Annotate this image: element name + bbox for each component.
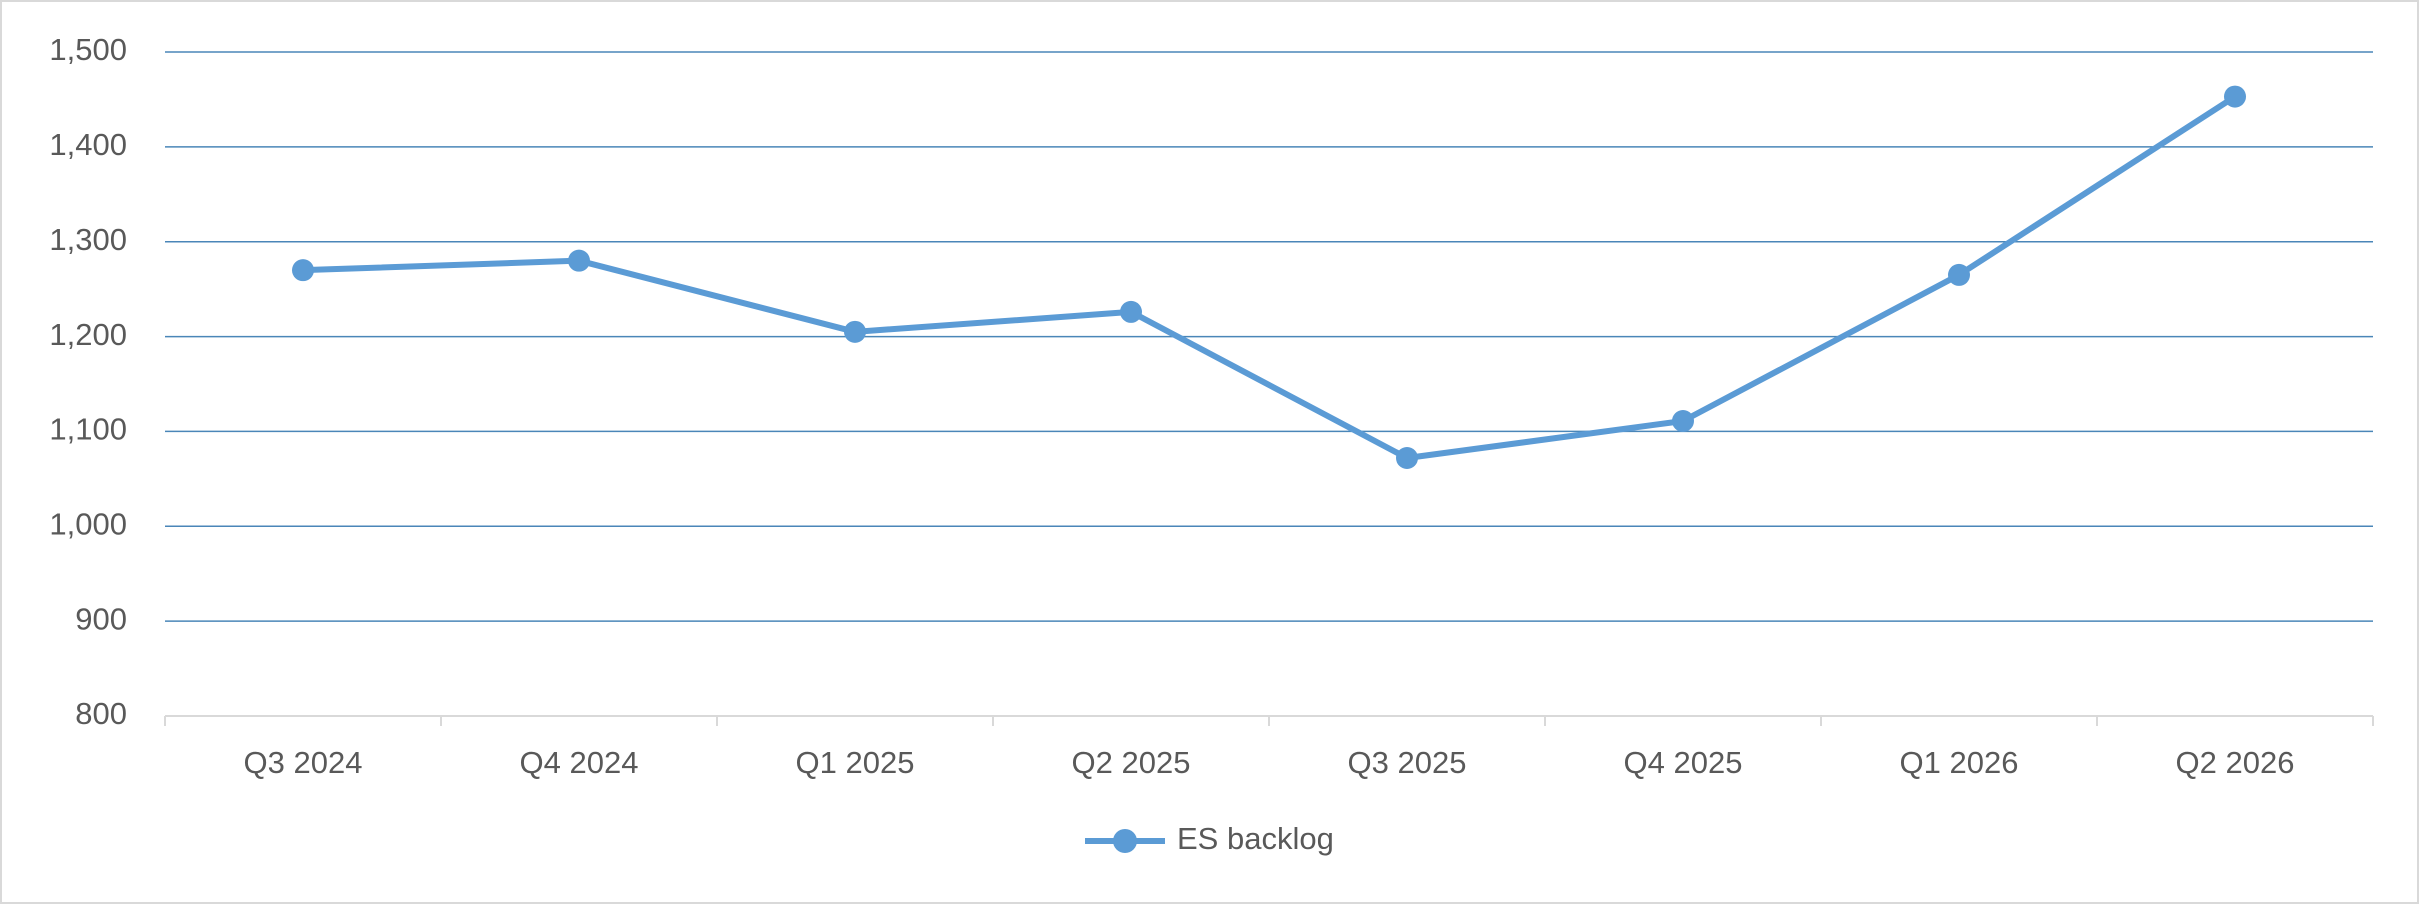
legend-label: ES backlog bbox=[1177, 821, 1334, 856]
y-tick-label: 1,500 bbox=[49, 32, 127, 67]
y-tick-label: 1,200 bbox=[49, 317, 127, 352]
point bbox=[1396, 446, 1418, 469]
x-tick-label: Q1 2026 bbox=[1900, 745, 2019, 780]
x-tick-label: Q3 2025 bbox=[1348, 745, 1467, 780]
point bbox=[1948, 263, 1970, 286]
point bbox=[844, 320, 866, 343]
x-tick-label: Q4 2024 bbox=[520, 745, 639, 780]
point bbox=[2224, 85, 2246, 108]
x-tick-label: Q4 2025 bbox=[1624, 745, 1743, 780]
y-tick-label: 1,400 bbox=[49, 127, 127, 162]
series-line bbox=[302, 94, 2237, 461]
legend-marker bbox=[1113, 829, 1137, 853]
y-tick-label: 1,000 bbox=[49, 506, 127, 541]
y-tick-label: 1,300 bbox=[49, 222, 127, 257]
x-tick-label: Q2 2025 bbox=[1072, 745, 1191, 780]
x-tick-label: Q2 2026 bbox=[2176, 745, 2295, 780]
point bbox=[1120, 300, 1142, 323]
point bbox=[1672, 409, 1694, 432]
y-tick-label: 1,100 bbox=[49, 412, 127, 447]
x-tick-label: Q1 2025 bbox=[796, 745, 915, 780]
y-tick-label: 800 bbox=[75, 696, 127, 731]
x-tick-label: Q3 2024 bbox=[244, 745, 363, 780]
y-tick-label: 900 bbox=[75, 601, 127, 636]
point bbox=[292, 259, 314, 282]
point bbox=[568, 249, 590, 272]
